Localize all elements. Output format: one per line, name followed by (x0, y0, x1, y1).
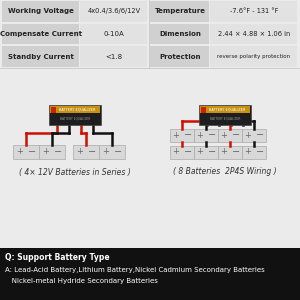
Text: +: + (196, 148, 203, 157)
Text: Working Voltage: Working Voltage (8, 8, 74, 14)
Bar (50, 106, 100, 113)
Text: +: + (220, 130, 227, 140)
Text: Compensate Current: Compensate Current (0, 31, 82, 37)
Bar (80, 1, 147, 22)
Bar (0, 248, 300, 300)
Bar (150, 1, 209, 22)
Text: −: − (232, 130, 240, 140)
Bar (49, 105, 101, 125)
Text: +: + (42, 148, 49, 157)
Text: 0-10A: 0-10A (103, 31, 124, 37)
Text: BATTERY EQUALIZER: BATTERY EQUALIZER (60, 116, 90, 120)
Bar (150, 46, 209, 67)
Text: +: + (220, 148, 227, 157)
Text: −: − (256, 147, 264, 157)
Text: −: − (114, 147, 123, 157)
Text: −: − (208, 147, 216, 157)
Text: −: − (256, 130, 264, 140)
Bar (80, 46, 147, 67)
Bar (51, 106, 56, 112)
Text: −: − (184, 130, 192, 140)
Text: +: + (102, 148, 109, 157)
Text: +: + (244, 130, 251, 140)
Bar (210, 24, 297, 44)
Bar (242, 128, 266, 142)
Text: BATTERY EQUALIZER: BATTERY EQUALIZER (59, 107, 95, 112)
Text: -7.6°F - 131 °F: -7.6°F - 131 °F (230, 8, 278, 14)
Bar (210, 46, 297, 67)
Text: +: + (172, 130, 179, 140)
Bar (194, 146, 218, 158)
Bar (194, 128, 218, 142)
Bar (2, 46, 79, 67)
Text: −: − (208, 130, 216, 140)
Bar (13, 145, 39, 159)
Text: <1.8: <1.8 (105, 54, 123, 60)
Text: −: − (232, 147, 240, 157)
Bar (242, 146, 266, 158)
Text: BATTERY EQUALIZER: BATTERY EQUALIZER (210, 116, 240, 120)
Bar (201, 106, 206, 112)
Text: BATTERY EQUALIZER: BATTERY EQUALIZER (209, 107, 245, 112)
Text: Nickel-metal Hydride Secondary Batteries: Nickel-metal Hydride Secondary Batteries (5, 278, 158, 284)
Bar (218, 146, 242, 158)
Text: ( 4× 12V Batteries in Series ): ( 4× 12V Batteries in Series ) (19, 167, 131, 176)
Text: −: − (88, 147, 97, 157)
Text: −: − (28, 147, 37, 157)
Bar (80, 24, 147, 44)
Bar (170, 146, 194, 158)
Bar (199, 105, 251, 125)
Text: ( 8 Batteries  2P4S Wiring ): ( 8 Batteries 2P4S Wiring ) (173, 167, 277, 176)
Text: +: + (16, 148, 23, 157)
Text: Temperature: Temperature (154, 8, 206, 14)
Bar (99, 145, 125, 159)
Bar (39, 145, 65, 159)
Bar (73, 145, 99, 159)
Text: Standby Current: Standby Current (8, 54, 74, 60)
Bar (2, 1, 79, 22)
Text: 4x0.4/3.6/6/12V: 4x0.4/3.6/6/12V (87, 8, 141, 14)
Bar (210, 1, 297, 22)
Text: 2.44 × 4.88 × 1.06 in: 2.44 × 4.88 × 1.06 in (218, 31, 290, 37)
Text: +: + (172, 148, 179, 157)
Text: +: + (76, 148, 83, 157)
Text: +: + (244, 148, 251, 157)
Bar (200, 106, 250, 113)
Text: A: Lead-Acid Battery,Lithium Battery,Nickel Cadmium Secondary Batteries: A: Lead-Acid Battery,Lithium Battery,Nic… (5, 267, 265, 273)
Text: −: − (54, 147, 63, 157)
Bar (170, 128, 194, 142)
Text: reverse polarity protection: reverse polarity protection (218, 54, 291, 59)
Text: Dimension: Dimension (159, 31, 201, 37)
Text: Q: Support Battery Type: Q: Support Battery Type (5, 254, 109, 262)
Bar (218, 128, 242, 142)
Text: Protection: Protection (159, 54, 201, 60)
Text: +: + (196, 130, 203, 140)
Text: −: − (184, 147, 192, 157)
Bar (2, 24, 79, 44)
Bar (150, 24, 209, 44)
